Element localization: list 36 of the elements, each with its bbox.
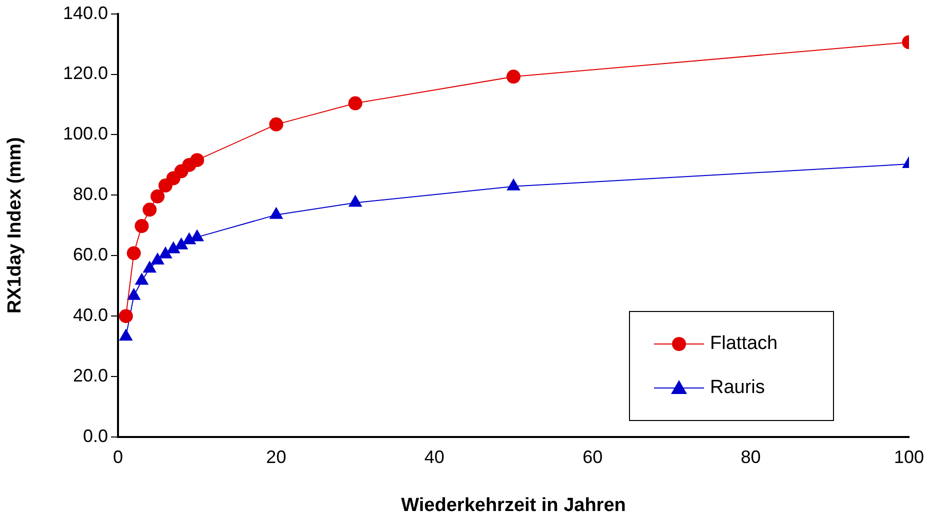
point — [118, 328, 133, 341]
y-axis-title: RX1day Index (mm) — [4, 137, 26, 314]
y-tick-label: 120.0 — [62, 63, 108, 84]
x-tick-label: 100 — [894, 446, 924, 467]
x-tick-label: 20 — [266, 446, 286, 467]
point — [142, 260, 157, 273]
point — [190, 153, 204, 168]
y-tick-label: 100.0 — [62, 124, 108, 144]
x-tick-label: 0 — [112, 446, 124, 467]
point — [269, 117, 284, 132]
y-tick-label: 40.0 — [72, 305, 108, 326]
point — [506, 70, 520, 84]
x-tick-label: 40 — [424, 446, 444, 467]
point — [150, 252, 164, 264]
point — [348, 194, 362, 207]
point — [126, 288, 141, 300]
x-tick-label: 60 — [582, 446, 603, 467]
point — [166, 241, 180, 254]
legend-label: Flattach — [710, 333, 778, 355]
point — [506, 178, 520, 190]
legend-label: Rauris — [710, 377, 765, 399]
point — [150, 189, 165, 204]
y-tick-label: 20.0 — [72, 366, 108, 386]
point — [190, 229, 204, 242]
point — [134, 272, 149, 285]
point — [348, 96, 362, 110]
y-tick-label: 140.0 — [62, 2, 108, 23]
x-axis-title: Wiederkehrzeit in Jahren — [401, 494, 626, 516]
y-tick-label: 60.0 — [72, 244, 108, 265]
point — [142, 202, 157, 217]
point — [174, 237, 188, 250]
point — [269, 206, 284, 219]
y-tick-label: 80.0 — [72, 184, 108, 204]
x-tick-label: 80 — [740, 446, 761, 467]
y-tick-label: 0.0 — [82, 426, 108, 446]
point — [158, 246, 172, 258]
